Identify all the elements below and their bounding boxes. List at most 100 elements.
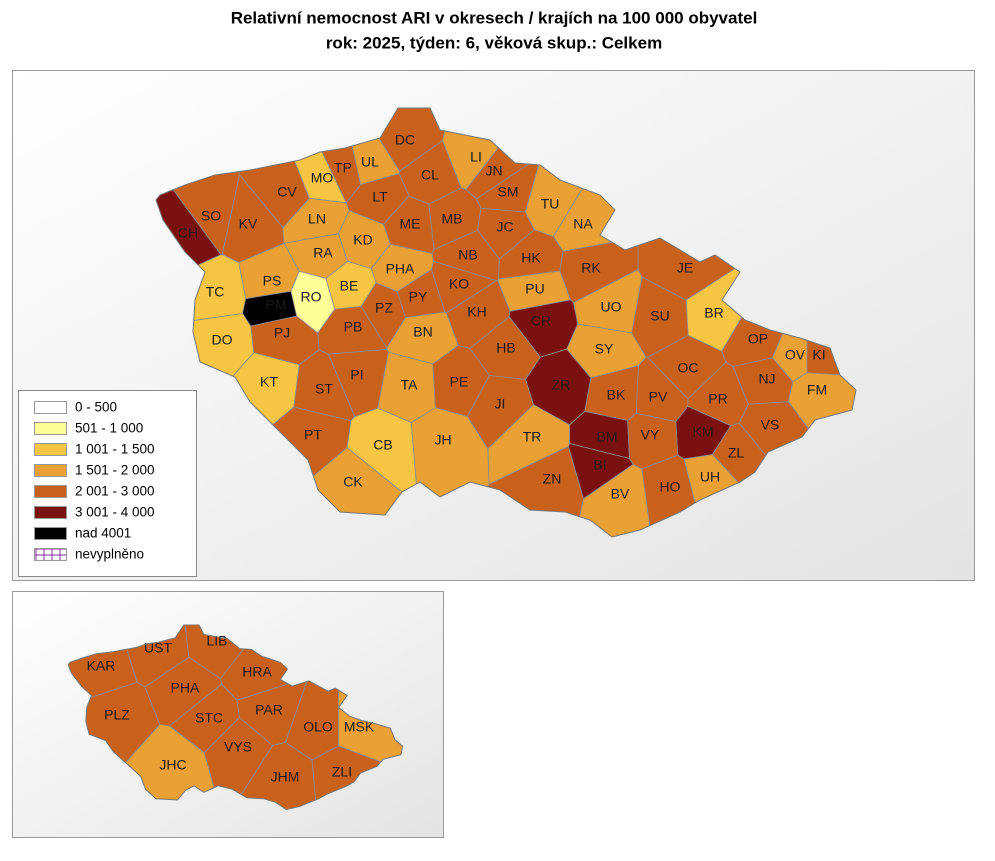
area-label: PV (649, 389, 668, 405)
area-label: TP (334, 160, 352, 176)
legend-swatch (34, 422, 67, 435)
legend-label: 0 - 500 (75, 400, 117, 415)
legend-swatch (34, 401, 67, 414)
area-label: PI (350, 367, 363, 383)
area-label: DC (395, 132, 415, 148)
area-label: ST (315, 381, 333, 397)
area-label: PE (450, 374, 469, 390)
area-label: VYS (224, 739, 252, 755)
area-label: PY (409, 289, 428, 305)
area-label: LN (308, 211, 326, 227)
area-label: UL (361, 154, 379, 170)
area-label: MO (311, 170, 334, 186)
legend: 0 - 500 501 - 1 000 1 001 - 1 500 1 501 - 2… (34, 400, 155, 562)
area-label: TA (401, 377, 419, 393)
area-label: SY (595, 341, 614, 357)
legend-swatch (34, 548, 67, 561)
area-label: BV (611, 486, 630, 502)
area-label: KI (812, 347, 825, 363)
area-label: CK (343, 474, 363, 490)
area-label: HB (496, 340, 515, 356)
area-label: PJ (274, 325, 290, 341)
area-label: BI (593, 457, 606, 473)
area-label: ZLI (332, 764, 352, 780)
area-label: PS (263, 273, 282, 289)
area-label: HRA (242, 664, 272, 680)
area-label: PR (708, 391, 727, 407)
area-label: RK (581, 260, 601, 276)
area-label: KT (260, 374, 278, 390)
area-label: PLZ (104, 707, 130, 723)
area-label: KV (239, 216, 258, 232)
legend-label: nad 4001 (75, 526, 131, 541)
area-label: LIB (206, 633, 227, 649)
legend-swatch (34, 443, 67, 456)
area-label: CH (178, 225, 198, 241)
area-label: CV (277, 184, 297, 200)
area-label: STC (195, 710, 223, 726)
area-label: BE (340, 278, 359, 294)
area-label: VS (761, 417, 780, 433)
area-label: CB (373, 437, 392, 453)
area-label: LT (372, 189, 388, 205)
legend-label: 501 - 1 000 (75, 421, 143, 436)
area-label: HK (521, 250, 541, 266)
area-label: PAR (255, 702, 283, 718)
area-label: JHM (271, 769, 300, 785)
area-label: JH (434, 432, 451, 448)
legend-swatch (34, 464, 67, 477)
area-label: CL (421, 167, 439, 183)
area-label: MSK (344, 719, 375, 735)
area-label: TC (206, 284, 225, 300)
legend-label: 1 501 - 2 000 (75, 463, 155, 478)
area-label: NB (458, 247, 477, 263)
area-label: ZR (552, 377, 571, 393)
area-label: SO (201, 208, 221, 224)
area-label: JI (495, 396, 506, 412)
legend-label: 2 001 - 3 000 (75, 484, 155, 499)
area-label: JE (677, 260, 693, 276)
area-label: ZN (543, 471, 562, 487)
legend-swatch (34, 485, 67, 498)
area-label: CR (531, 313, 551, 329)
area-label: PU (525, 281, 544, 297)
legend-label: 3 001 - 4 000 (75, 505, 155, 520)
area-label: BM (597, 429, 618, 445)
area-label: RA (313, 245, 333, 261)
area-label: PZ (375, 300, 393, 316)
area-label: MB (442, 211, 463, 227)
country-outline (155, 107, 857, 538)
legend-swatch (34, 527, 67, 540)
country-outline (67, 624, 404, 811)
area-label: OV (785, 347, 806, 363)
area-label: TR (523, 429, 542, 445)
area-label: BR (704, 305, 723, 321)
area-label: KH (467, 304, 486, 320)
area-label: PM (266, 297, 287, 313)
area-label: OLO (303, 719, 333, 735)
area-label: KAR (87, 658, 116, 674)
area-label: BN (413, 324, 432, 340)
area-label: JC (496, 219, 513, 235)
area-label: RO (301, 289, 322, 305)
area-label: ME (400, 216, 421, 232)
area-label: PT (304, 427, 322, 443)
area-label: OP (748, 331, 768, 347)
area-label: LI (470, 149, 482, 165)
area-label: KM (693, 424, 714, 440)
title: Relativní nemocnost ARI v okresech / kra… (231, 8, 758, 27)
area-label: KO (449, 276, 469, 292)
area-label: HO (660, 479, 681, 495)
legend-label: nevyplněno (75, 547, 144, 562)
area-label: JHC (159, 757, 186, 773)
area-label: SU (650, 308, 669, 324)
area-label: KD (353, 232, 372, 248)
area-label: PHA (171, 680, 200, 696)
area-label: DO (212, 332, 233, 348)
legend-swatch (34, 506, 67, 519)
area-label: JN (485, 163, 502, 179)
area-label: OC (678, 360, 699, 376)
